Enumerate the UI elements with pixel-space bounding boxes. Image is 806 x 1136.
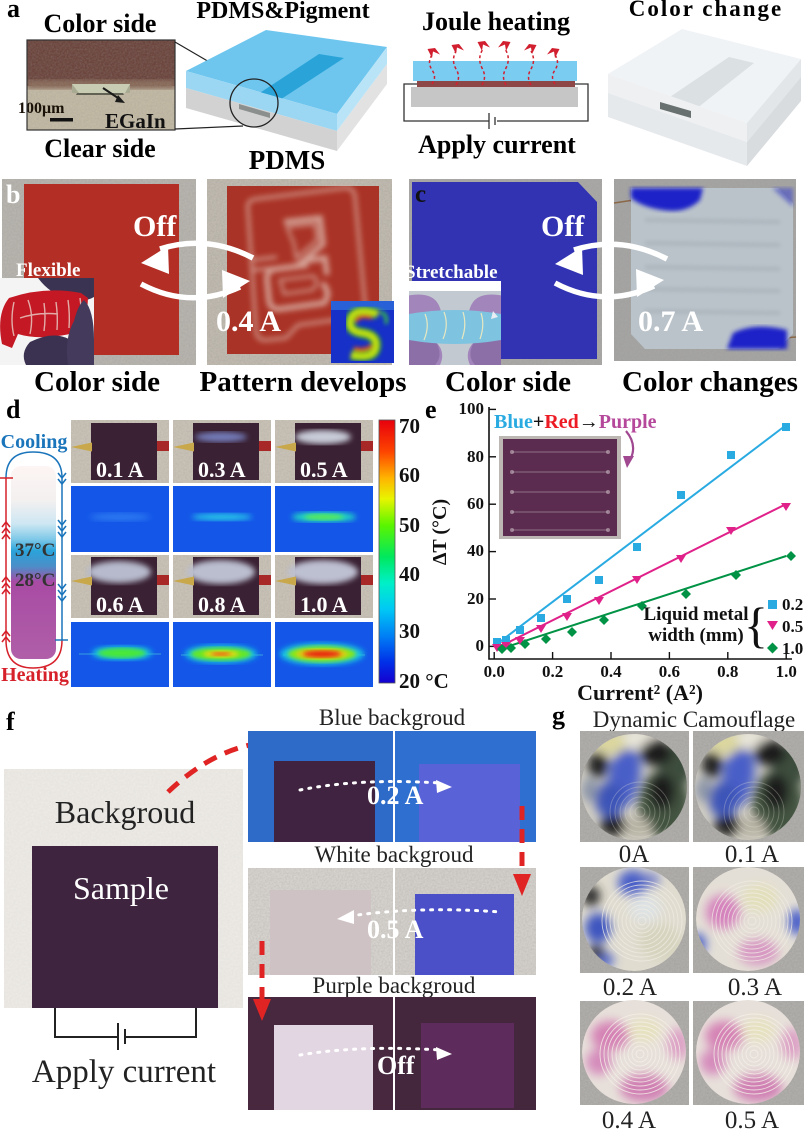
svg-text:0.4 A: 0.4 A <box>602 1107 656 1131</box>
svg-text:e: e <box>425 395 437 424</box>
svg-text:70: 70 <box>399 414 420 438</box>
svg-text:20 °C: 20 °C <box>399 669 449 693</box>
svg-text:Color side: Color side <box>34 366 160 398</box>
svg-text:0.4: 0.4 <box>600 662 622 681</box>
svg-text:Joule heating: Joule heating <box>422 7 570 36</box>
svg-text:Heating: Heating <box>1 664 69 686</box>
svg-text:0.2: 0.2 <box>542 662 563 681</box>
svg-text:0.5 A: 0.5 A <box>300 457 348 482</box>
svg-text:Off: Off <box>541 210 585 243</box>
svg-text:c: c <box>415 181 426 208</box>
svg-text:Color changes: Color changes <box>622 366 798 398</box>
svg-text:0.2 A: 0.2 A <box>603 974 657 1001</box>
svg-text:100μm: 100μm <box>18 100 65 117</box>
svg-text:Color side: Color side <box>44 9 157 38</box>
svg-text:1.0: 1.0 <box>782 639 803 658</box>
svg-text:0.6: 0.6 <box>659 662 680 681</box>
svg-text:0.2 A: 0.2 A <box>367 781 424 810</box>
svg-text:1.0: 1.0 <box>776 662 797 681</box>
svg-text:Apply current: Apply current <box>418 130 576 159</box>
svg-text:80: 80 <box>467 447 484 466</box>
svg-text:Flexible: Flexible <box>16 260 80 281</box>
svg-text:0.1 A: 0.1 A <box>725 841 779 868</box>
svg-text:Cooling: Cooling <box>1 431 68 453</box>
svg-text:ΔT (°C): ΔT (°C) <box>429 499 451 565</box>
svg-text:100: 100 <box>459 399 485 418</box>
svg-text:a: a <box>7 0 20 23</box>
svg-text:40: 40 <box>467 541 484 560</box>
svg-text:width (mm): width (mm) <box>648 625 744 646</box>
svg-text:{: { <box>744 597 768 653</box>
svg-text:Apply current: Apply current <box>32 1054 216 1090</box>
svg-text:Dynamic Camouflage: Dynamic Camouflage <box>593 707 795 732</box>
svg-text:0.6 A: 0.6 A <box>96 592 144 617</box>
svg-text:20: 20 <box>467 589 484 608</box>
svg-text:Current² (A²): Current² (A²) <box>577 680 703 705</box>
svg-text:f: f <box>6 707 15 736</box>
svg-text:g: g <box>552 701 565 730</box>
svg-text:0.5 A: 0.5 A <box>367 915 424 944</box>
svg-text:Purple backgroud: Purple backgroud <box>313 973 476 998</box>
svg-text:Sample: Sample <box>73 870 169 906</box>
svg-text:Backgroud: Backgroud <box>55 794 195 830</box>
svg-text:b: b <box>6 180 20 209</box>
svg-text:PDMS: PDMS <box>249 145 326 175</box>
svg-text:White backgroud: White backgroud <box>314 842 474 867</box>
svg-text:28°C: 28°C <box>15 570 55 591</box>
svg-text:Off: Off <box>133 210 177 243</box>
svg-text:30: 30 <box>399 619 420 643</box>
svg-text:Clear side: Clear side <box>44 134 155 163</box>
svg-text:Color change: Color change <box>629 0 784 21</box>
svg-text:0.8 A: 0.8 A <box>198 592 246 617</box>
svg-text:60: 60 <box>467 494 484 513</box>
svg-text:1.0 A: 1.0 A <box>300 592 348 617</box>
svg-text:Blue backgroud: Blue backgroud <box>319 705 466 730</box>
svg-text:37°C: 37°C <box>15 540 55 561</box>
svg-text:0A: 0A <box>619 841 650 868</box>
svg-text:0: 0 <box>476 636 485 655</box>
svg-text:0.7 A: 0.7 A <box>638 305 703 338</box>
svg-text:EGaIn: EGaIn <box>105 109 166 133</box>
svg-text:0.3 A: 0.3 A <box>728 974 782 1001</box>
svg-text:Blue+Red→Purple: Blue+Red→Purple <box>494 411 657 433</box>
svg-text:0.1 A: 0.1 A <box>96 457 144 482</box>
svg-text:0.4 A: 0.4 A <box>216 305 281 338</box>
svg-text:0.3 A: 0.3 A <box>198 457 246 482</box>
svg-text:60: 60 <box>399 463 420 487</box>
svg-text:0.5 A: 0.5 A <box>725 1107 779 1131</box>
svg-text:Liquid metal: Liquid metal <box>643 604 748 625</box>
svg-text:50: 50 <box>399 513 420 537</box>
svg-text:Pattern develops: Pattern develops <box>200 366 407 398</box>
svg-text:Color side: Color side <box>445 366 571 398</box>
svg-text:0.5: 0.5 <box>782 617 803 636</box>
svg-text:Off: Off <box>377 1051 415 1080</box>
svg-text:0.0: 0.0 <box>484 662 505 681</box>
svg-text:40: 40 <box>399 562 420 586</box>
svg-text:0.8: 0.8 <box>717 662 738 681</box>
svg-text:0.2: 0.2 <box>782 595 803 614</box>
svg-text:PDMS&Pigment: PDMS&Pigment <box>196 0 369 24</box>
svg-text:Stretchable: Stretchable <box>405 262 498 283</box>
svg-text:d: d <box>6 395 21 424</box>
